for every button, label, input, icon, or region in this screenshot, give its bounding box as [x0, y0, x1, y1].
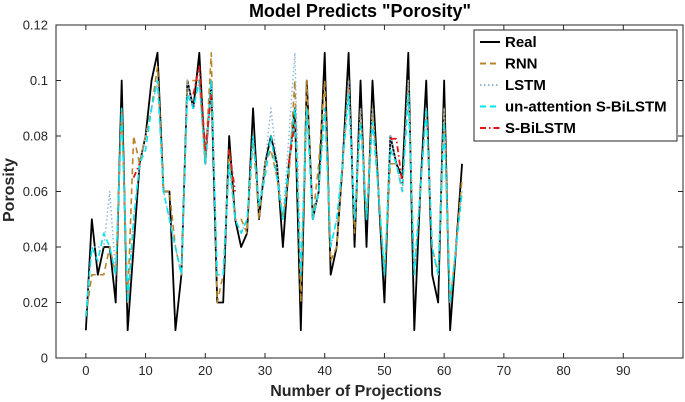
legend-box: [473, 29, 678, 142]
y-tick-label: 0.04: [23, 240, 48, 255]
y-tick-label: 0.06: [23, 184, 48, 199]
x-tick-label: 90: [616, 363, 630, 378]
chart-title: Model Predicts "Porosity": [249, 1, 471, 21]
x-tick-label: 30: [258, 363, 272, 378]
legend-label-lstm: LSTM: [505, 77, 546, 94]
legend-label-real: Real: [505, 34, 537, 51]
x-tick-label: 20: [198, 363, 212, 378]
y-tick-label: 0.1: [30, 73, 48, 88]
series-line-s-bilstm: [132, 65, 404, 192]
series-layer: [84, 51, 463, 332]
legend-label-s-bilstm: S-BiLSTM: [505, 120, 576, 137]
y-tick-label: 0.08: [23, 129, 48, 144]
legend-label-un-attention-s-bilstm: un-attention S-BiLSTM: [505, 99, 667, 116]
x-tick-label: 80: [556, 363, 570, 378]
axis-ticks: 0 10 20 30 40 50 60 70 80 90 0 0.02 0.04 0.06 0.08 0.1 0…: [23, 18, 683, 378]
x-axis-title: Number of Projections: [270, 383, 442, 400]
series-line-rnn: [85, 51, 463, 317]
legend: Real RNN LSTM un-attention S-BiLSTM S-BiLSTM: [473, 29, 678, 142]
x-tick-label: 10: [138, 363, 152, 378]
x-tick-label: 40: [317, 363, 331, 378]
y-tick-label: 0: [41, 351, 48, 366]
series-line-lstm: [85, 52, 463, 317]
legend-label-rnn: RNN: [505, 56, 538, 73]
series-line-un-attention-s-bilstm: [85, 79, 463, 317]
x-tick-label: 60: [437, 363, 451, 378]
y-axis-title: Porosity: [1, 158, 18, 222]
x-tick-label: 50: [377, 363, 391, 378]
y-tick-label: 0.02: [23, 295, 48, 310]
x-tick-label: 0: [82, 363, 89, 378]
x-tick-label: 70: [497, 363, 511, 378]
series-line-real: [84, 51, 463, 332]
y-tick-label: 0.12: [23, 18, 48, 33]
